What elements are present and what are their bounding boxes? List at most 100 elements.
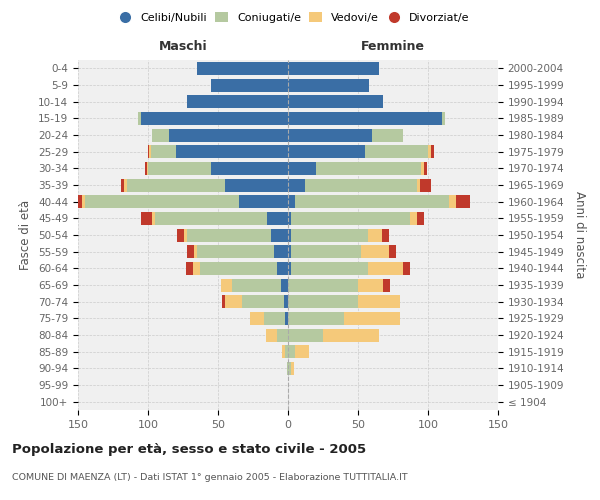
Bar xyxy=(239,195,288,208)
Bar xyxy=(316,162,421,175)
Bar xyxy=(283,345,285,358)
Bar xyxy=(266,328,277,342)
Bar xyxy=(277,328,288,342)
Bar xyxy=(197,245,274,258)
Bar xyxy=(124,178,127,192)
Bar xyxy=(222,295,225,308)
Bar xyxy=(197,62,288,75)
Bar xyxy=(288,362,291,375)
Bar xyxy=(145,162,146,175)
Bar xyxy=(424,162,427,175)
Bar xyxy=(305,178,417,192)
Text: Maschi: Maschi xyxy=(158,40,208,54)
Bar xyxy=(148,145,149,158)
Bar xyxy=(176,145,288,158)
Bar xyxy=(193,262,200,275)
Bar xyxy=(288,195,295,208)
Bar xyxy=(383,278,390,291)
Bar xyxy=(344,312,400,325)
Bar xyxy=(127,178,225,192)
Bar xyxy=(288,328,323,342)
Bar xyxy=(291,362,293,375)
Legend: Celibi/Nubili, Coniugati/e, Vedovi/e, Divorziat/e: Celibi/Nubili, Coniugati/e, Vedovi/e, Di… xyxy=(114,8,474,28)
Bar xyxy=(403,262,410,275)
Bar xyxy=(389,245,396,258)
Bar xyxy=(284,295,288,308)
Bar xyxy=(288,178,305,192)
Bar xyxy=(225,295,242,308)
Bar xyxy=(155,212,267,225)
Bar xyxy=(152,128,169,141)
Bar xyxy=(221,278,232,291)
Bar xyxy=(428,145,431,158)
Bar xyxy=(365,145,428,158)
Bar xyxy=(368,262,403,275)
Bar xyxy=(178,228,184,241)
Bar xyxy=(187,95,288,108)
Bar xyxy=(281,278,288,291)
Bar xyxy=(295,345,309,358)
Bar xyxy=(277,262,288,275)
Bar xyxy=(410,212,417,225)
Bar xyxy=(417,178,419,192)
Bar xyxy=(152,212,155,225)
Bar xyxy=(285,345,288,358)
Bar xyxy=(419,178,431,192)
Bar xyxy=(194,245,197,258)
Bar xyxy=(288,128,372,141)
Bar xyxy=(121,178,124,192)
Bar xyxy=(288,262,291,275)
Bar xyxy=(295,195,449,208)
Bar xyxy=(146,162,148,175)
Bar xyxy=(85,195,239,208)
Bar xyxy=(169,128,288,141)
Bar xyxy=(148,162,211,175)
Y-axis label: Anni di nascita: Anni di nascita xyxy=(573,192,586,278)
Bar xyxy=(288,145,365,158)
Bar xyxy=(291,262,368,275)
Bar xyxy=(285,312,288,325)
Text: COMUNE DI MAENZA (LT) - Dati ISTAT 1° gennaio 2005 - Elaborazione TUTTITALIA.IT: COMUNE DI MAENZA (LT) - Dati ISTAT 1° ge… xyxy=(12,472,407,482)
Bar xyxy=(288,95,383,108)
Bar xyxy=(421,162,424,175)
Bar xyxy=(442,112,445,125)
Bar xyxy=(149,145,151,158)
Bar xyxy=(200,262,277,275)
Bar xyxy=(287,362,288,375)
Text: Popolazione per età, sesso e stato civile - 2005: Popolazione per età, sesso e stato civil… xyxy=(12,442,366,456)
Bar xyxy=(417,212,424,225)
Bar xyxy=(361,245,389,258)
Bar xyxy=(358,295,400,308)
Bar xyxy=(211,162,288,175)
Bar xyxy=(187,245,194,258)
Bar xyxy=(288,228,291,241)
Bar xyxy=(368,228,382,241)
Y-axis label: Fasce di età: Fasce di età xyxy=(19,200,32,270)
Bar xyxy=(274,245,288,258)
Bar xyxy=(211,78,288,92)
Bar xyxy=(382,228,389,241)
Bar xyxy=(291,245,361,258)
Bar xyxy=(288,112,442,125)
Bar xyxy=(225,178,288,192)
Text: Femmine: Femmine xyxy=(361,40,425,54)
Bar xyxy=(291,212,410,225)
Bar xyxy=(151,145,176,158)
Bar xyxy=(242,295,284,308)
Bar xyxy=(288,162,316,175)
Bar xyxy=(141,112,288,125)
Bar xyxy=(141,212,152,225)
Bar xyxy=(232,278,281,291)
Bar xyxy=(358,278,383,291)
Bar xyxy=(267,212,288,225)
Bar xyxy=(372,128,403,141)
Bar xyxy=(323,328,379,342)
Bar xyxy=(186,262,193,275)
Bar xyxy=(431,145,434,158)
Bar xyxy=(288,245,291,258)
Bar xyxy=(68,195,82,208)
Bar xyxy=(288,78,369,92)
Bar xyxy=(291,228,368,241)
Bar xyxy=(288,312,344,325)
Bar xyxy=(250,312,264,325)
